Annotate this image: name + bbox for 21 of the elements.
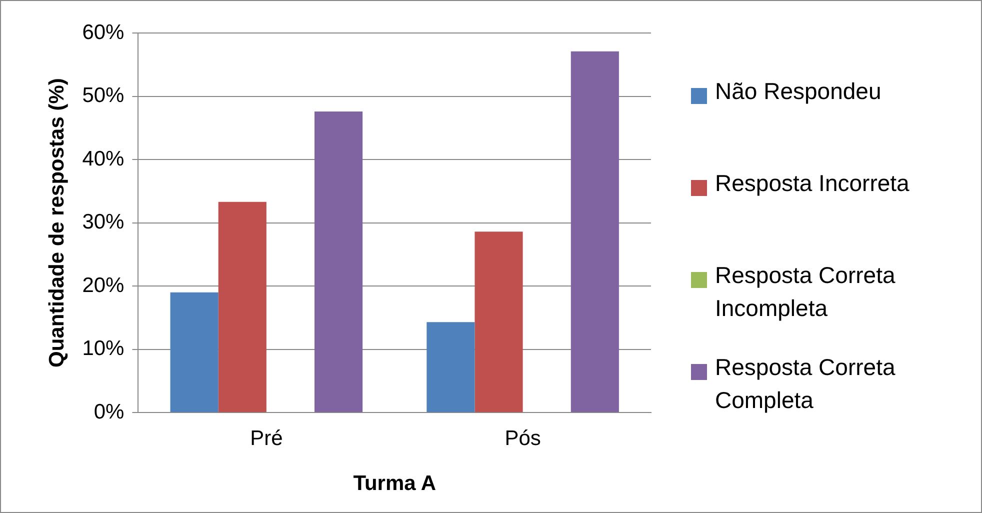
x-axis-title: Turma A [353,472,436,496]
y-axis-title: Quantidade de respostas (%) [45,78,68,368]
y-tick-label: 20% [82,274,124,297]
y-tick-label: 40% [82,147,124,170]
y-tick-label: 0% [94,400,124,424]
bar [474,232,523,412]
x-tick-label: Pré [250,426,283,450]
bar [218,202,266,412]
bar [426,322,475,412]
legend-label: Resposta Correta Incompleta [715,261,896,323]
x-tick-label: Pós [504,426,541,450]
legend-label: Resposta Incorreta [715,169,910,198]
y-tick-label: 30% [82,210,124,234]
y-tick-label: 50% [82,84,124,108]
bar [314,111,363,412]
bar [570,51,619,412]
bar [170,292,218,412]
legend-label: Resposta Correta Completa [715,353,896,415]
y-tick-label: 60% [82,20,124,44]
y-tick-label: 10% [82,337,124,360]
legend-label: Não Respondeu [715,77,882,106]
